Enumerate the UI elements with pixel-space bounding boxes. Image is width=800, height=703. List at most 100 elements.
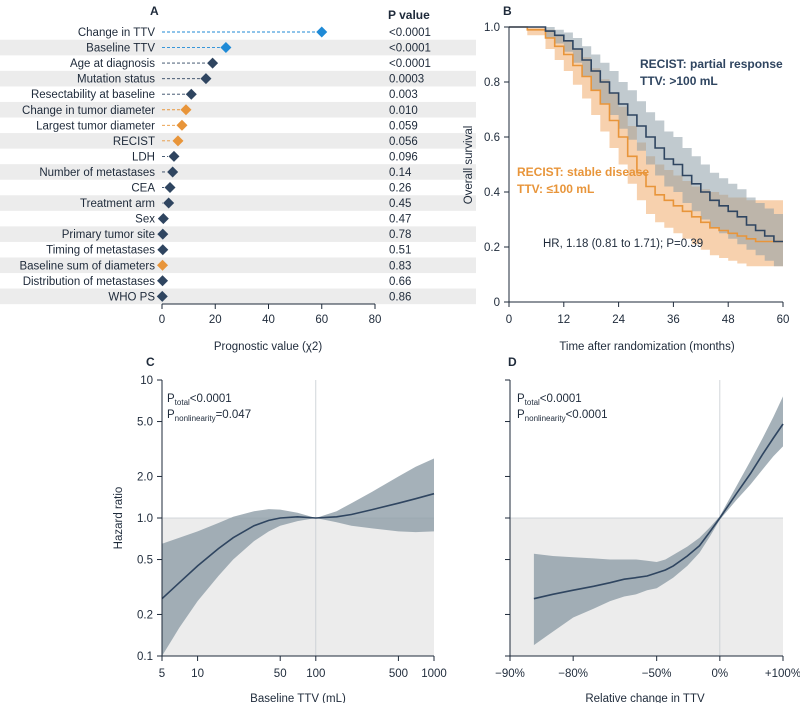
diamond-marker <box>163 197 175 209</box>
d-p-annotation: Ptotal<0.0001 Pnonlinearity<0.0001 <box>517 393 607 423</box>
panel-c: C 5 10 50 100 500 1000 0.1 0.2 0.5 1.0 2.0 5.0 10 Ha… <box>113 355 447 703</box>
c-y-tick-label: 2.0 <box>137 471 153 483</box>
panel-a-letter: A <box>150 4 159 18</box>
a-x-axis-title: Prognostic value (χ2) <box>214 341 322 353</box>
diamond-marker <box>157 275 169 287</box>
row-stripes <box>0 39 476 305</box>
ci-band-navy <box>509 27 783 267</box>
p-value: 0.47 <box>389 214 411 226</box>
panel-d: D −90% −80% −50% 0% +100% Relative change in… <box>495 355 800 703</box>
row-stripe <box>0 133 476 149</box>
factor-label: Treatment arm <box>80 198 155 210</box>
p-value: 0.45 <box>389 198 411 210</box>
row-stripe <box>0 101 476 118</box>
c-x-tick-label: 500 <box>389 668 408 680</box>
c-y-axis-title: Hazard ratio <box>113 487 125 550</box>
c-hazard-curve <box>161 492 435 600</box>
survival-curve-orange <box>509 26 783 243</box>
p-value: 0.096 <box>389 151 418 163</box>
b-y-tick-label: 0.8 <box>484 77 500 89</box>
row-stripe <box>0 226 476 242</box>
p-value: 0.26 <box>389 183 411 195</box>
factor-label: Distribution of metastases <box>23 276 156 288</box>
c-y-tick-label: 0.5 <box>137 555 153 567</box>
a-x-tick-label: 40 <box>262 314 275 326</box>
p-value: 0.003 <box>389 89 418 101</box>
factor-label: Baseline TTV <box>86 43 155 55</box>
p-value: <0.0001 <box>389 27 431 39</box>
diamond-marker <box>172 135 184 147</box>
diamond-marker <box>164 182 176 193</box>
d-x-tick-label: 0% <box>712 668 729 680</box>
b-y-tick-label: 0.4 <box>484 187 501 199</box>
factor-label: RECIST <box>113 136 155 148</box>
diamond-marker <box>157 213 169 225</box>
diamond-marker <box>157 244 169 256</box>
c-plot-area <box>161 380 435 656</box>
factor-label: Change in TTV <box>78 27 155 39</box>
p-value: 0.059 <box>389 120 418 132</box>
row-stripe <box>0 70 476 87</box>
panel-b-letter: B <box>503 4 512 18</box>
d-p-nonlinearity: Pnonlinearity<0.0001 <box>517 409 607 423</box>
b-axes: 0 12 24 36 48 60 0 0.2 0.4 0.6 0.8 1.0 <box>484 22 789 326</box>
p-value: 0.14 <box>389 167 412 179</box>
diamond-marker <box>157 259 169 271</box>
d-hazard-curve <box>533 423 784 600</box>
b-y-axis-title: Overall survival <box>463 126 475 205</box>
pvalue-header: P value <box>388 8 430 22</box>
factor-label: Primary tumor site <box>62 229 155 241</box>
d-p-total: Ptotal<0.0001 <box>517 393 582 407</box>
factor-label: Age at diagnosis <box>70 58 155 70</box>
a-x-tick-label: 60 <box>315 314 328 326</box>
diamond-markers <box>156 26 328 302</box>
c-x-axis-title: Baseline TTV (mL) <box>250 693 346 703</box>
factor-label: Timing of metastases <box>46 245 155 257</box>
legend-orange-line2: TTV: ≤100 mL <box>517 182 594 196</box>
d-axes: −90% −80% −50% 0% +100% <box>495 379 800 680</box>
factor-label: CEA <box>131 183 155 195</box>
p-value: 0.056 <box>389 136 418 148</box>
d-plot-area <box>510 380 784 656</box>
panel-d-letter: D <box>508 355 517 369</box>
b-x-axis-title: Time after randomization (months) <box>559 341 735 353</box>
diamond-marker <box>176 119 188 131</box>
c-y-tick-label: 0.2 <box>137 609 153 621</box>
panel-a: A P value Change in TTV Baseline TTV Age a… <box>0 4 476 353</box>
c-x-tick-label: 1000 <box>421 668 447 680</box>
row-stripe <box>0 257 476 274</box>
p-value: 0.66 <box>389 276 411 288</box>
a-x-ticks: 0 20 40 60 80 <box>159 304 381 326</box>
factor-labels: Change in TTV Baseline TTV Age at diagnosi… <box>19 27 155 303</box>
panel-b: B 0 12 24 36 48 60 0 0.2 0.4 0.6 0.8 1.0 Overall su… <box>463 4 789 353</box>
diamond-marker <box>180 104 192 116</box>
panel-c-letter: C <box>146 355 155 369</box>
d-x-tick-label: +100% <box>765 668 800 680</box>
factor-label: Sex <box>135 214 155 226</box>
diamond-marker <box>316 26 328 38</box>
diamond-marker <box>156 290 168 302</box>
factor-label: WHO PS <box>108 291 155 303</box>
leader-lines <box>162 31 316 204</box>
d-x-tick-label: −80% <box>558 668 588 680</box>
b-x-tick-label: 36 <box>667 314 680 326</box>
c-x-tick-label: 10 <box>191 668 204 680</box>
legend-navy-line1: RECIST: partial response <box>640 57 783 71</box>
factor-label: Resectability at baseline <box>31 89 155 101</box>
c-y-tick-label: 10 <box>140 375 153 387</box>
p-value: 0.51 <box>389 245 411 257</box>
factor-label: Largest tumor diameter <box>36 120 155 132</box>
b-y-tick-label: 0.2 <box>484 242 500 254</box>
b-y-tick-label: 0.6 <box>484 132 500 144</box>
row-stripe <box>0 164 476 180</box>
b-x-tick-label: 24 <box>612 314 625 326</box>
p-value: 0.83 <box>389 260 411 272</box>
a-x-tick-label: 20 <box>209 314 222 326</box>
factor-label: Number of metastases <box>39 167 155 179</box>
c-p-total: Ptotal<0.0001 <box>167 393 232 407</box>
diamond-marker <box>185 88 197 100</box>
p-value: 0.86 <box>389 291 411 303</box>
b-x-tick-label: 12 <box>557 314 570 326</box>
legend-orange-line1: RECIST: stable disease <box>517 165 649 179</box>
